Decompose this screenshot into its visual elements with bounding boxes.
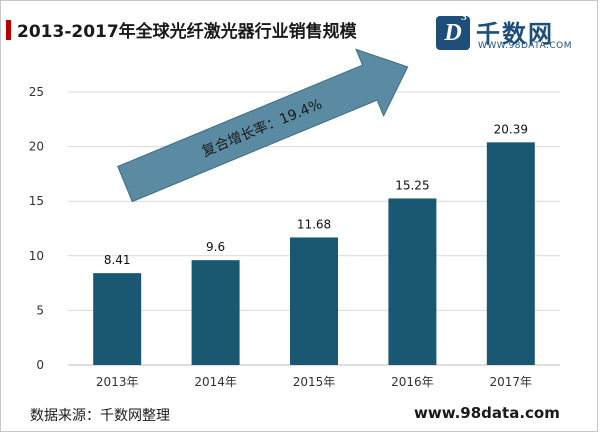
bar (191, 260, 240, 365)
data-label: 11.68 (297, 217, 331, 231)
y-tick-label: 25 (29, 85, 44, 99)
y-tick-label: 15 (29, 194, 44, 208)
x-tick-label: 2015年 (293, 375, 336, 389)
bar (290, 237, 338, 365)
title-accent-bar (6, 20, 11, 40)
data-label: 20.39 (494, 122, 528, 136)
y-tick-label: 10 (29, 249, 44, 263)
x-tick-label: 2016年 (391, 375, 434, 389)
growth-arrow: 复合增长率：19.4% (117, 48, 409, 203)
logo-name: 千数网 (476, 20, 554, 48)
data-label: 9.6 (206, 240, 225, 254)
data-label: 15.25 (395, 178, 429, 192)
bar (93, 273, 142, 365)
y-tick-label: 20 (29, 140, 44, 154)
chart-title: 2013-2017年全球光纤激光器行业销售规模 (17, 22, 357, 42)
website-url: www.98data.com (414, 404, 560, 422)
x-tick-label: 2017年 (490, 375, 533, 389)
logo-url: WWW.98DATA.COM (478, 41, 572, 51)
x-tick-label: 2014年 (194, 375, 237, 389)
y-tick-label: 0 (36, 358, 44, 372)
x-tick-label: 2013年 (96, 375, 139, 389)
bar (486, 142, 535, 365)
data-label: 8.41 (104, 253, 131, 267)
bar (388, 198, 437, 365)
y-tick-label: 5 (36, 303, 44, 317)
data-source-note: 数据来源：千数网整理 (30, 408, 170, 424)
growth-arrow-shape (117, 48, 409, 203)
